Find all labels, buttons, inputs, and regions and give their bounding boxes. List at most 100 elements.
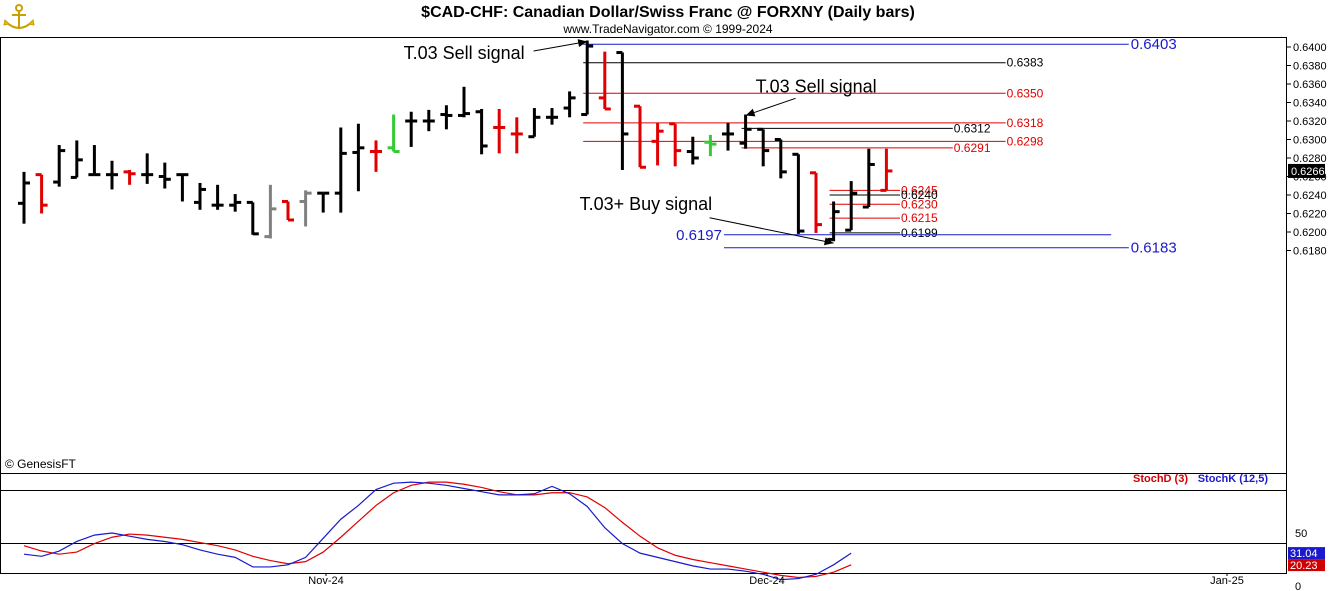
price-tick-label: 0.6320 [1293, 116, 1327, 128]
date-tick-label: Dec-24 [749, 575, 784, 587]
signal-arrow-head [577, 39, 588, 47]
level-label: 0.6350 [1007, 86, 1044, 100]
legend-stochd: StochD (3) [1133, 473, 1188, 485]
ohlc-bar [810, 171, 822, 233]
signal-annotations: T.03 Sell signal T.03 Sell signal T.03+ Bu… [404, 39, 877, 246]
ohlc-bar [651, 122, 664, 166]
level-label: 0.6230 [901, 197, 938, 211]
ohlc-bar [334, 127, 347, 213]
ohlc-bar [528, 108, 541, 139]
level-label: 0.6318 [1007, 116, 1044, 130]
level-label: 0.6298 [1007, 134, 1044, 148]
level-label: 0.6383 [1007, 56, 1044, 70]
stoch-panel [0, 473, 1287, 574]
stoch-tick-label: 0 [1295, 581, 1301, 591]
ohlc-bar [510, 117, 523, 154]
ohlc-bar [141, 153, 154, 184]
stoch-series-line [23, 481, 852, 581]
chart-title: $CAD-CHF: Canadian Dollar/Swiss Franc @ … [421, 4, 915, 21]
ohlc-bar [352, 123, 365, 192]
level-label: 0.6240 [901, 188, 938, 202]
price-tick-label: 0.6380 [1293, 61, 1327, 73]
ohlc-bar [211, 184, 224, 210]
ohlc-bar [880, 148, 893, 192]
ohlc-bar [123, 170, 136, 185]
ohlc-bar [299, 190, 312, 227]
ohlc-bar [546, 108, 558, 125]
level-label: 0.6215 [901, 211, 938, 225]
ohlc-bar [405, 111, 418, 147]
level-label: 0.6312 [954, 121, 991, 135]
last-price-label: 0.6266 [1291, 166, 1325, 178]
level-label: 0.6245 [901, 183, 938, 197]
price-panel [0, 37, 1287, 474]
ohlc-bar [493, 108, 506, 154]
ohlc-bar [317, 191, 330, 213]
signal-arrow-line [533, 40, 588, 52]
ohlc-bar [686, 136, 699, 165]
price-tick-label: 0.6340 [1293, 98, 1327, 110]
price-tick-label: 0.6360 [1293, 79, 1327, 91]
ohlc-bar [158, 162, 171, 189]
price-tick-label: 0.6280 [1293, 153, 1327, 165]
ohlc-bar [282, 199, 294, 222]
price-tick-label: 0.6400 [1293, 42, 1327, 54]
price-tick-label: 0.6300 [1293, 135, 1327, 147]
level-label: 0.6199 [901, 226, 938, 240]
ohlc-bar [458, 86, 470, 118]
ohlc-bar [246, 200, 259, 236]
anchor-logo-icon [3, 4, 35, 29]
ohlc-bar [176, 173, 189, 202]
date-tick-label: Nov-24 [308, 575, 343, 587]
ohlc-bar [35, 173, 48, 214]
ohlc-bar [88, 145, 101, 177]
ohlc-bar [475, 108, 488, 155]
signal-label: T.03+ Buy signal [580, 194, 713, 214]
price-tick-label: 0.6180 [1293, 246, 1327, 258]
stoch-series-line [23, 481, 852, 579]
copyright-label: © GenesisFT [5, 457, 77, 471]
ohlc-bar [370, 140, 382, 172]
ohlc-bar [704, 134, 717, 157]
level-label: 0.6291 [954, 141, 991, 155]
ohlc-bar [616, 51, 629, 171]
ohlc-bar [827, 201, 840, 242]
ohlc-bar [194, 182, 206, 210]
ohlc-bar [722, 122, 734, 151]
ohlc-bar [264, 184, 277, 239]
logo [3, 4, 35, 29]
level-label: 0.6403 [1131, 36, 1177, 53]
signal-arrow-head [745, 108, 756, 117]
ohlc-bar [845, 181, 858, 232]
stochd-value-label: 20.23 [1290, 560, 1318, 572]
price-axis: 0.6400 0.6380 0.6360 0.6340 0.6320 0.6300 0.62… [1286, 42, 1327, 258]
ohlc-bar [229, 194, 242, 212]
level-lines: 0.6403 0.6383 0.6350 0.6318 0.6312 0.6298 0.62… [583, 36, 1177, 257]
ohlc-bar [669, 122, 682, 167]
ohlc-bar [774, 138, 787, 179]
signal-label: T.03 Sell signal [404, 43, 525, 63]
ohlc-bar [18, 171, 30, 224]
stochk-value-label: 31.04 [1290, 548, 1318, 560]
chart-subtitle: www.TradeNavigator.com © 1999-2024 [562, 22, 772, 36]
ohlc-bar [563, 91, 576, 118]
stoch-tick-label: 50 [1295, 528, 1307, 540]
stochd-value-box [1288, 559, 1325, 572]
ohlc-bar [440, 105, 453, 130]
ohlc-bar [757, 127, 770, 167]
ohlc-bar [70, 140, 83, 179]
ohlc-bar [792, 152, 805, 234]
signal-arrow-line [709, 217, 834, 244]
date-axis: Nov-24 Dec-24 Jan-25 [308, 573, 1244, 587]
ohlc-bars [18, 40, 893, 242]
signal-arrow-head [823, 237, 834, 246]
price-tick-label: 0.6200 [1293, 227, 1327, 239]
price-tick-label: 0.6220 [1293, 209, 1327, 221]
price-tick-label: 0.6240 [1293, 190, 1327, 202]
ohlc-bar [387, 114, 400, 154]
ohlc-bar [53, 145, 66, 187]
ohlc-bar [634, 104, 646, 169]
signal-label: T.03 Sell signal [756, 76, 877, 96]
